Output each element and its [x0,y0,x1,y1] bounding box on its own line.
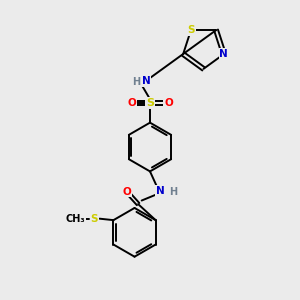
Text: O: O [127,98,136,108]
Text: N: N [156,186,165,196]
Text: O: O [164,98,173,108]
Text: CH₃: CH₃ [66,214,86,224]
Text: O: O [122,187,131,196]
Text: S: S [187,25,195,35]
Text: N: N [220,49,228,59]
Text: H: H [133,77,141,87]
Text: H: H [169,187,177,197]
Text: N: N [142,76,151,86]
Text: S: S [146,98,154,108]
Text: S: S [90,214,98,224]
